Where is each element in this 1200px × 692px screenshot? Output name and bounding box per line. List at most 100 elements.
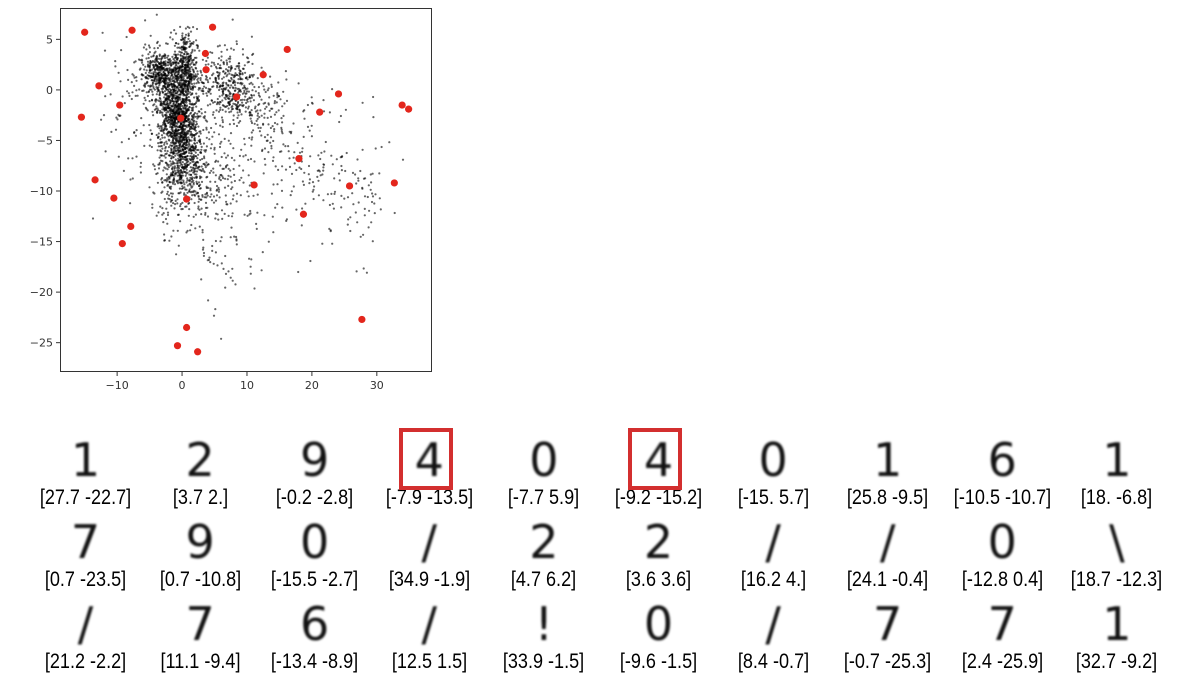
embedding-point	[238, 154, 241, 157]
embedding-point	[216, 81, 219, 84]
embedding-point	[155, 74, 158, 77]
embedding-point	[157, 211, 160, 214]
embedding-point	[221, 121, 224, 124]
embedding-point	[179, 60, 182, 63]
embedding-point	[176, 146, 179, 149]
embedding-point	[180, 69, 184, 72]
sample-point	[116, 101, 124, 109]
embedding-point	[164, 60, 167, 63]
embedding-point	[187, 34, 190, 37]
embedding-point	[140, 61, 144, 64]
embedding-point	[172, 202, 175, 205]
embedding-point	[363, 214, 366, 217]
embedding-point	[152, 55, 155, 58]
embedding-point	[173, 79, 176, 82]
embedding-point	[172, 182, 175, 185]
embedding-point	[201, 58, 204, 61]
embedding-point	[177, 159, 180, 162]
embedding-point	[200, 165, 203, 168]
embedding-point	[173, 124, 176, 127]
embedding-point	[272, 231, 275, 234]
embedding-point	[172, 93, 175, 96]
embedding-point	[200, 213, 203, 216]
embedding-point	[187, 145, 190, 148]
embedding-point	[200, 81, 203, 84]
embedding-point	[233, 75, 236, 78]
latent-coordinate-label: [8.4 -0.7]	[737, 650, 809, 673]
embedding-point	[208, 171, 211, 174]
embedding-point	[158, 156, 161, 159]
embedding-point	[260, 269, 263, 272]
embedding-point	[254, 110, 257, 113]
embedding-point	[266, 133, 269, 136]
embedding-point	[284, 70, 287, 73]
embedding-point	[222, 167, 225, 170]
embedding-point	[393, 211, 396, 215]
embedding-point	[243, 64, 246, 67]
embedding-point	[214, 80, 217, 84]
embedding-point	[186, 191, 189, 194]
latent-coordinate-label: [-9.2 -15.2]	[614, 486, 703, 509]
embedding-point	[210, 193, 213, 196]
y-tick-label: −15	[30, 236, 53, 249]
embedding-point	[194, 73, 197, 76]
embedding-point	[197, 77, 200, 80]
embedding-point	[185, 55, 188, 58]
embedding-point	[187, 179, 190, 182]
embedding-point	[188, 106, 191, 109]
embedding-point	[177, 169, 180, 172]
embedding-point	[140, 58, 143, 61]
embedding-point	[281, 121, 284, 124]
embedding-point	[167, 54, 170, 57]
x-tick-label: 0	[179, 379, 186, 392]
embedding-point	[204, 164, 207, 167]
embedding-point	[191, 87, 194, 90]
embedding-point	[172, 102, 175, 105]
embedding-point	[157, 167, 161, 170]
embedding-point	[230, 84, 233, 87]
embedding-point	[192, 78, 196, 81]
embedding-point	[220, 262, 223, 265]
embedding-point	[177, 244, 180, 247]
embedding-point	[277, 81, 280, 84]
embedding-point	[160, 73, 163, 76]
embedding-point	[204, 211, 207, 215]
embedding-point	[213, 148, 216, 151]
embedding-point	[179, 126, 182, 129]
embedding-point	[175, 107, 178, 111]
embedding-point	[176, 96, 179, 99]
embedding-point	[357, 179, 360, 182]
background-points	[91, 13, 405, 340]
embedding-point	[169, 89, 173, 92]
embedding-point	[221, 82, 224, 85]
embedding-point	[189, 78, 192, 81]
embedding-point	[248, 184, 251, 187]
embedding-point	[229, 92, 232, 95]
embedding-point	[239, 194, 242, 197]
embedding-point	[151, 82, 154, 85]
embedding-point	[227, 90, 230, 93]
embedding-point	[317, 169, 320, 172]
embedding-point	[330, 192, 333, 195]
embedding-point	[241, 72, 244, 75]
embedding-point	[221, 99, 224, 102]
embedding-point	[192, 157, 196, 160]
embedding-point	[255, 222, 258, 225]
embedding-point	[133, 131, 136, 134]
embedding-point	[309, 259, 312, 263]
sample-point	[182, 195, 191, 203]
embedding-point	[236, 116, 239, 119]
embedding-point	[189, 30, 193, 33]
embedding-point	[238, 179, 241, 182]
embedding-point	[190, 118, 193, 121]
embedding-point	[242, 67, 245, 70]
embedding-point	[192, 160, 195, 163]
embedding-point	[211, 135, 214, 138]
embedding-point	[249, 212, 252, 215]
embedding-point	[206, 259, 209, 262]
sample-cell: 2 [3.6 3.6]	[601, 514, 716, 596]
embedding-point	[191, 166, 194, 169]
embedding-point	[329, 230, 332, 233]
embedding-point	[194, 190, 197, 193]
embedding-point	[179, 133, 182, 137]
